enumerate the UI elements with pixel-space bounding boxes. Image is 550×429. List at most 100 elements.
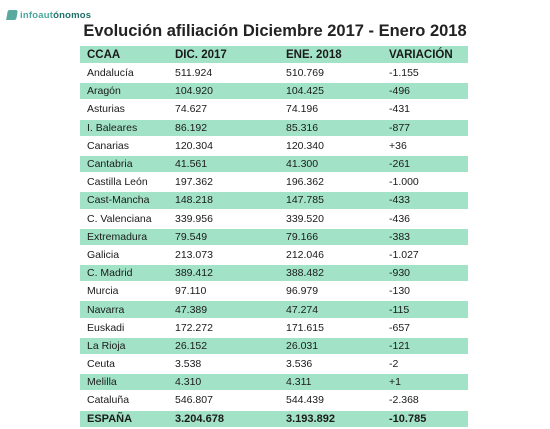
cell-dic-2017: 148.218 <box>168 192 279 209</box>
cell-ene-2018: 120.340 <box>279 137 382 154</box>
cell-region: C. Madrid <box>80 265 168 282</box>
cell-variacion: -121 <box>382 337 468 354</box>
cell-variacion: -930 <box>382 265 468 282</box>
brand-name-b: ónomos <box>53 9 92 21</box>
header-dic-2017: DIC. 2017 <box>168 46 279 63</box>
table-row: C. Valenciana 339.956 339.520 -436 <box>80 210 468 227</box>
cell-dic-2017: 213.073 <box>168 246 279 264</box>
table-row: Galicia 213.073 212.046 -1.027 <box>80 246 468 264</box>
total-region: ESPAÑA <box>80 410 168 427</box>
cell-variacion: +1 <box>382 374 468 391</box>
cell-ene-2018: 26.031 <box>279 337 382 354</box>
cell-ene-2018: 388.482 <box>279 265 382 282</box>
cell-dic-2017: 546.807 <box>168 392 279 409</box>
cell-dic-2017: 97.110 <box>168 283 279 300</box>
table-row: Asturias 74.627 74.196 -431 <box>80 101 468 118</box>
table-row: Aragón 104.920 104.425 -496 <box>80 83 468 100</box>
cell-variacion: -496 <box>382 83 468 100</box>
cell-region: Andalucía <box>80 65 168 82</box>
table-body: Andalucía 511.924 510.769 -1.155 Aragón 104.9… <box>80 65 468 427</box>
cell-dic-2017: 197.362 <box>168 174 279 191</box>
cell-ene-2018: 96.979 <box>279 283 382 300</box>
cell-dic-2017: 86.192 <box>168 119 279 136</box>
cell-variacion: -433 <box>382 192 468 209</box>
cell-ene-2018: 510.769 <box>279 65 382 82</box>
cell-dic-2017: 4.310 <box>168 374 279 391</box>
table-row: Canarias 120.304 120.340 +36 <box>80 137 468 154</box>
table-row: I. Baleares 86.192 85.316 -877 <box>80 119 468 136</box>
cell-region: Murcia <box>80 283 168 300</box>
cell-dic-2017: 104.920 <box>168 83 279 100</box>
cell-dic-2017: 79.549 <box>168 228 279 245</box>
cell-region: Cantabria <box>80 155 168 173</box>
table-total-row: ESPAÑA 3.204.678 3.193.892 -10.785 <box>80 410 468 427</box>
cell-ene-2018: 147.785 <box>279 192 382 209</box>
cell-variacion: -1.155 <box>382 65 468 82</box>
table-row: Navarra 47.389 47.274 -115 <box>80 301 468 318</box>
cell-region: Castilla León <box>80 174 168 191</box>
cell-ene-2018: 196.362 <box>279 174 382 191</box>
cell-region: Aragón <box>80 83 168 100</box>
table-row: C. Madrid 389.412 388.482 -930 <box>80 265 468 282</box>
cell-dic-2017: 74.627 <box>168 101 279 118</box>
table-row: Cast-Mancha 148.218 147.785 -433 <box>80 192 468 209</box>
header-ene-2018: ENE. 2018 <box>279 46 382 63</box>
cell-region: Navarra <box>80 301 168 318</box>
cell-region: Melilla <box>80 374 168 391</box>
cell-variacion: -383 <box>382 228 468 245</box>
header-variacion: VARIACIÓN <box>382 46 468 63</box>
brand-name-a: infoaut <box>20 9 54 21</box>
cell-ene-2018: 79.166 <box>279 228 382 245</box>
table-row: Castilla León 197.362 196.362 -1.000 <box>80 174 468 191</box>
cell-region: Ceuta <box>80 356 168 373</box>
cell-region: Canarias <box>80 137 168 154</box>
cell-dic-2017: 26.152 <box>168 337 279 354</box>
cell-variacion: -877 <box>382 119 468 136</box>
cell-variacion: -657 <box>382 319 468 336</box>
cell-region: Cataluña <box>80 392 168 409</box>
cell-dic-2017: 511.924 <box>168 65 279 82</box>
affiliation-table: CCAA DIC. 2017 ENE. 2018 VARIACIÓN Andal… <box>80 44 468 429</box>
cell-region: Euskadi <box>80 319 168 336</box>
table-row: Melilla 4.310 4.311 +1 <box>80 374 468 391</box>
cell-ene-2018: 544.439 <box>279 392 382 409</box>
cell-variacion: -2.368 <box>382 392 468 409</box>
total-ene-2018: 3.193.892 <box>279 410 382 427</box>
table-row: La Rioja 26.152 26.031 -121 <box>80 337 468 354</box>
cell-ene-2018: 47.274 <box>279 301 382 318</box>
cell-variacion: -115 <box>382 301 468 318</box>
cell-dic-2017: 389.412 <box>168 265 279 282</box>
cell-region: Cast-Mancha <box>80 192 168 209</box>
cell-ene-2018: 171.615 <box>279 319 382 336</box>
brand-logo: infoautónomos <box>6 6 92 24</box>
table-row: Murcia 97.110 96.979 -130 <box>80 283 468 300</box>
cell-region: La Rioja <box>80 337 168 354</box>
total-variacion: -10.785 <box>382 410 468 427</box>
page-title: Evolución afiliación Diciembre 2017 - En… <box>83 22 467 40</box>
cell-dic-2017: 120.304 <box>168 137 279 154</box>
cell-ene-2018: 85.316 <box>279 119 382 136</box>
table-row: Andalucía 511.924 510.769 -1.155 <box>80 65 468 82</box>
cell-variacion: +36 <box>382 137 468 154</box>
cell-variacion: -261 <box>382 155 468 173</box>
cell-ene-2018: 74.196 <box>279 101 382 118</box>
cell-variacion: -1.000 <box>382 174 468 191</box>
table-row: Cataluña 546.807 544.439 -2.368 <box>80 392 468 409</box>
table-row: Euskadi 172.272 171.615 -657 <box>80 319 468 336</box>
cell-region: Extremadura <box>80 228 168 245</box>
cell-ene-2018: 41.300 <box>279 155 382 173</box>
cell-ene-2018: 104.425 <box>279 83 382 100</box>
cell-ene-2018: 4.311 <box>279 374 382 391</box>
cell-variacion: -130 <box>382 283 468 300</box>
cell-region: C. Valenciana <box>80 210 168 227</box>
cell-ene-2018: 212.046 <box>279 246 382 264</box>
total-dic-2017: 3.204.678 <box>168 410 279 427</box>
cell-variacion: -2 <box>382 356 468 373</box>
cell-dic-2017: 339.956 <box>168 210 279 227</box>
cell-region: I. Baleares <box>80 119 168 136</box>
cell-variacion: -431 <box>382 101 468 118</box>
cell-dic-2017: 47.389 <box>168 301 279 318</box>
cell-variacion: -436 <box>382 210 468 227</box>
logo-mark-icon <box>6 10 18 20</box>
cell-ene-2018: 339.520 <box>279 210 382 227</box>
